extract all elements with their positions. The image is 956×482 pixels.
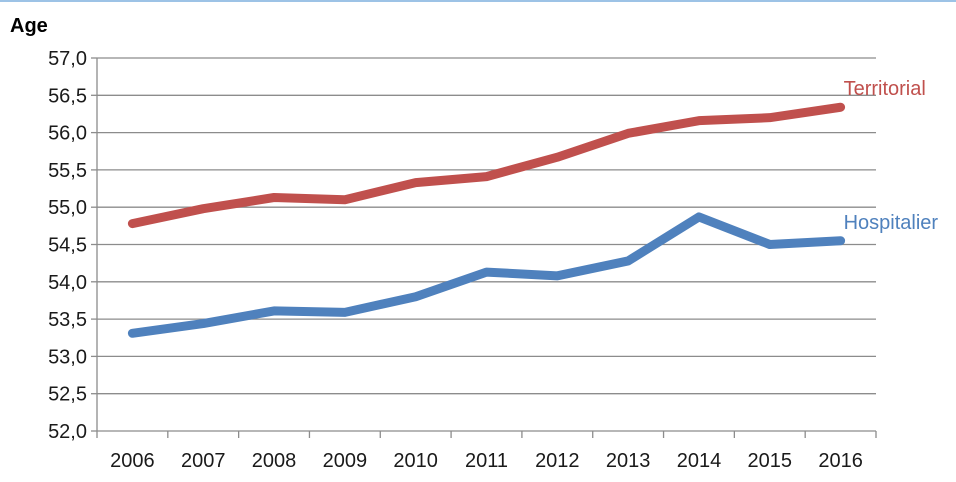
x-tick-label: 2015 bbox=[748, 450, 793, 472]
series-lines bbox=[127, 102, 846, 338]
y-tick-label: 52,0 bbox=[48, 421, 87, 443]
x-tick-label: 2011 bbox=[465, 450, 508, 472]
y-tick-label: 57,0 bbox=[48, 48, 87, 70]
x-tick-labels: 2006 2007 2008 2009 2010 2011 2012 2013 2014 2015… bbox=[110, 450, 863, 472]
x-tick-label: 2009 bbox=[323, 450, 368, 472]
y-tick-labels: 52,0 52,5 53,0 53,5 54,0 54,5 55,0 55,5 56,0 56,5… bbox=[48, 48, 87, 443]
y-tick-label: 54,5 bbox=[48, 235, 87, 257]
gridlines bbox=[97, 57, 876, 395]
y-tick-label: 55,5 bbox=[48, 160, 87, 182]
x-tick-label: 2007 bbox=[181, 450, 226, 472]
series-label-territorial: Territorial bbox=[844, 78, 926, 100]
series-line-hospitalier bbox=[127, 212, 846, 338]
series-label-hospitalier: Hospitalier bbox=[844, 212, 939, 234]
y-tick-label: 56,5 bbox=[48, 85, 87, 107]
x-tick-label: 2016 bbox=[818, 450, 863, 472]
y-axis-title: Age bbox=[10, 15, 48, 37]
x-tick-label: 2008 bbox=[252, 450, 297, 472]
x-tick-label: 2006 bbox=[110, 450, 155, 472]
y-tick-label: 54,0 bbox=[48, 272, 87, 294]
y-tick-label: 52,5 bbox=[48, 384, 87, 406]
y-tick-label: 53,5 bbox=[48, 309, 87, 331]
x-tick-label: 2014 bbox=[677, 450, 722, 472]
x-tick-label: 2013 bbox=[606, 450, 651, 472]
x-tick-label: 2012 bbox=[535, 450, 580, 472]
y-tick-label: 53,0 bbox=[48, 346, 87, 368]
y-tick-label: 55,0 bbox=[48, 197, 87, 219]
series-labels: Territorial Hospitalier bbox=[844, 78, 939, 234]
x-tick-label: 2010 bbox=[393, 450, 438, 472]
series-line-territorial bbox=[127, 102, 846, 229]
y-tick-label: 56,0 bbox=[48, 123, 87, 145]
axes bbox=[91, 57, 877, 438]
